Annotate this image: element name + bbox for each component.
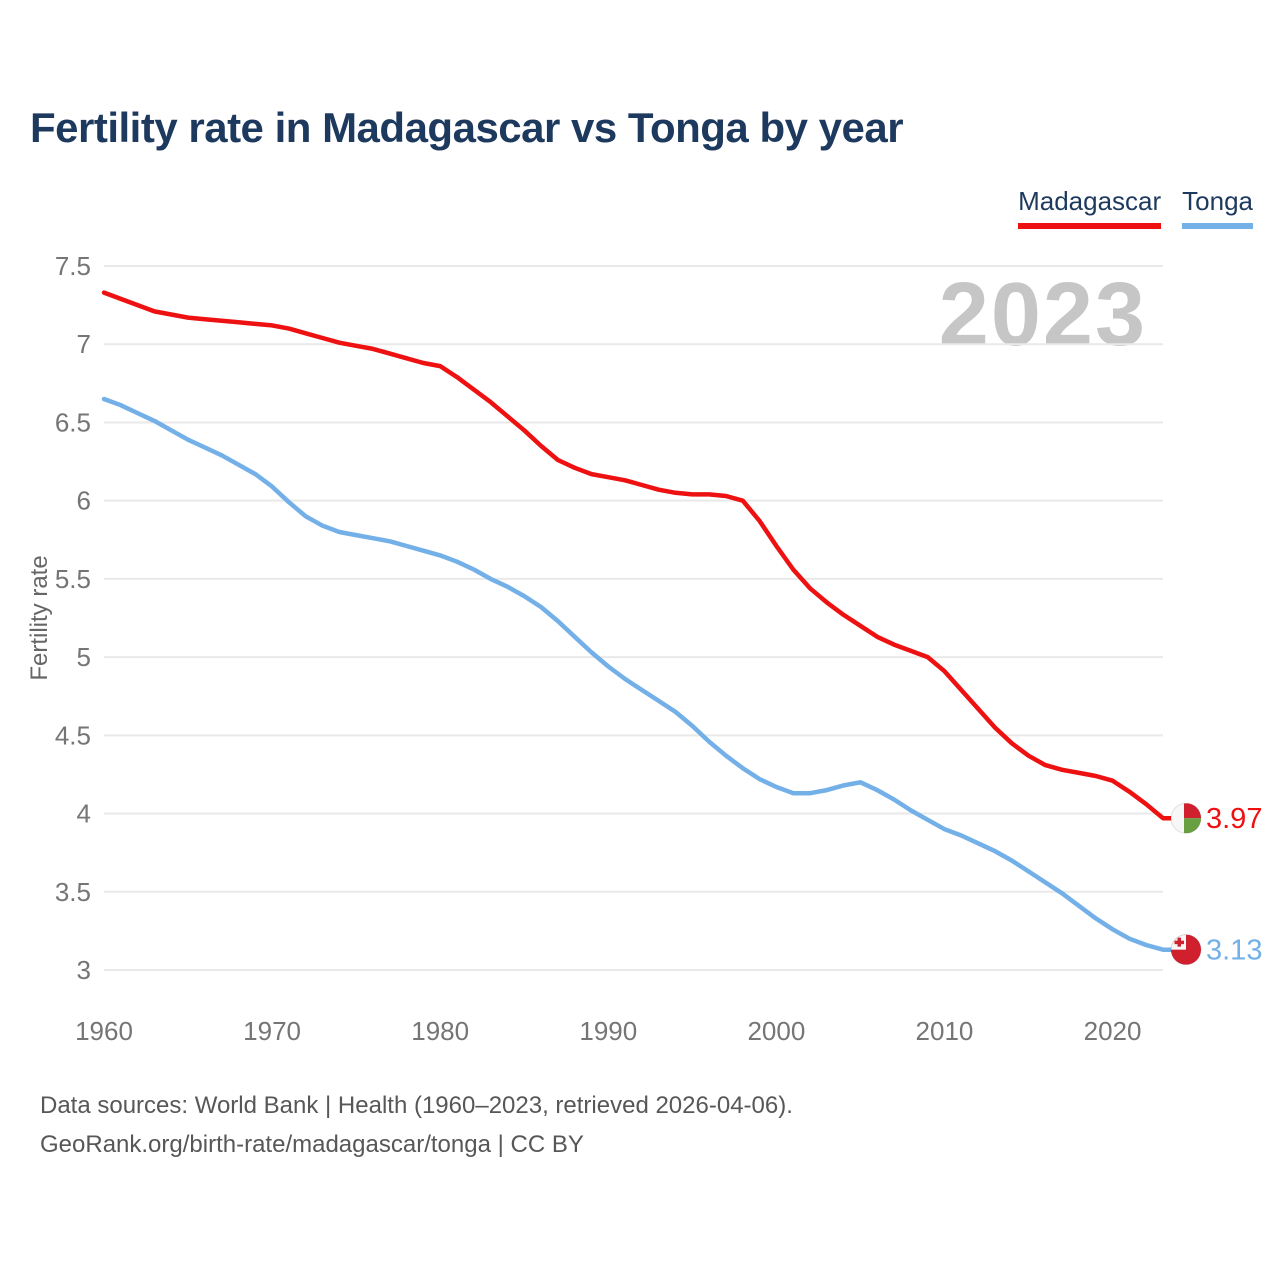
- attribution-line: GeoRank.org/birth-rate/madagascar/tonga …: [40, 1131, 584, 1158]
- y-tick-label: 5.5: [55, 564, 91, 594]
- tonga-flag-ring: [1170, 934, 1202, 966]
- y-tick-label: 7.5: [55, 251, 91, 281]
- tonga-line: [101, 396, 1175, 952]
- x-tick-label: 1970: [243, 1016, 301, 1046]
- y-tick-label: 5: [77, 642, 91, 672]
- tonga-end-value: 3.13: [1206, 935, 1262, 967]
- y-axis-label: Fertility rate: [26, 555, 53, 680]
- fertility-line-chart: 7.5 7 6.5 6 5.5 5 4.5 4 3.5 3 1960 1970 1980 1990 2000…: [26, 251, 1262, 1046]
- page-title: Fertility rate in Madagascar vs Tonga by…: [30, 104, 904, 151]
- legend: Madagascar Tonga: [1018, 186, 1253, 229]
- madagascar-flag-ring: [1170, 802, 1202, 834]
- x-tick-label: 1990: [579, 1016, 637, 1046]
- x-tick-label: 1980: [411, 1016, 469, 1046]
- madagascar-end-value: 3.97: [1206, 803, 1262, 835]
- legend-item-madagascar[interactable]: Madagascar: [1018, 186, 1162, 229]
- x-tick-label: 2010: [916, 1016, 974, 1046]
- madagascar-line: [101, 290, 1175, 821]
- legend-item-tonga[interactable]: Tonga: [1182, 186, 1253, 229]
- y-tick-label: 4.5: [55, 720, 91, 750]
- x-tick-label: 2020: [1084, 1016, 1142, 1046]
- madagascar-flag-icon: [1171, 803, 1201, 834]
- x-tick-label: 2000: [747, 1016, 805, 1046]
- y-tick-label: 6: [77, 486, 91, 516]
- y-tick-label: 4: [77, 799, 91, 829]
- x-tick-label: 1960: [75, 1016, 133, 1046]
- y-tick-label: 3.5: [55, 877, 91, 907]
- source-footer: Data sources: World Bank | Health (1960–…: [40, 1086, 793, 1164]
- y-tick-label: 6.5: [55, 407, 91, 437]
- y-tick-label: 3: [77, 955, 91, 985]
- y-tick-label: 7: [77, 329, 91, 359]
- source-line: Data sources: World Bank | Health (1960–…: [40, 1092, 793, 1119]
